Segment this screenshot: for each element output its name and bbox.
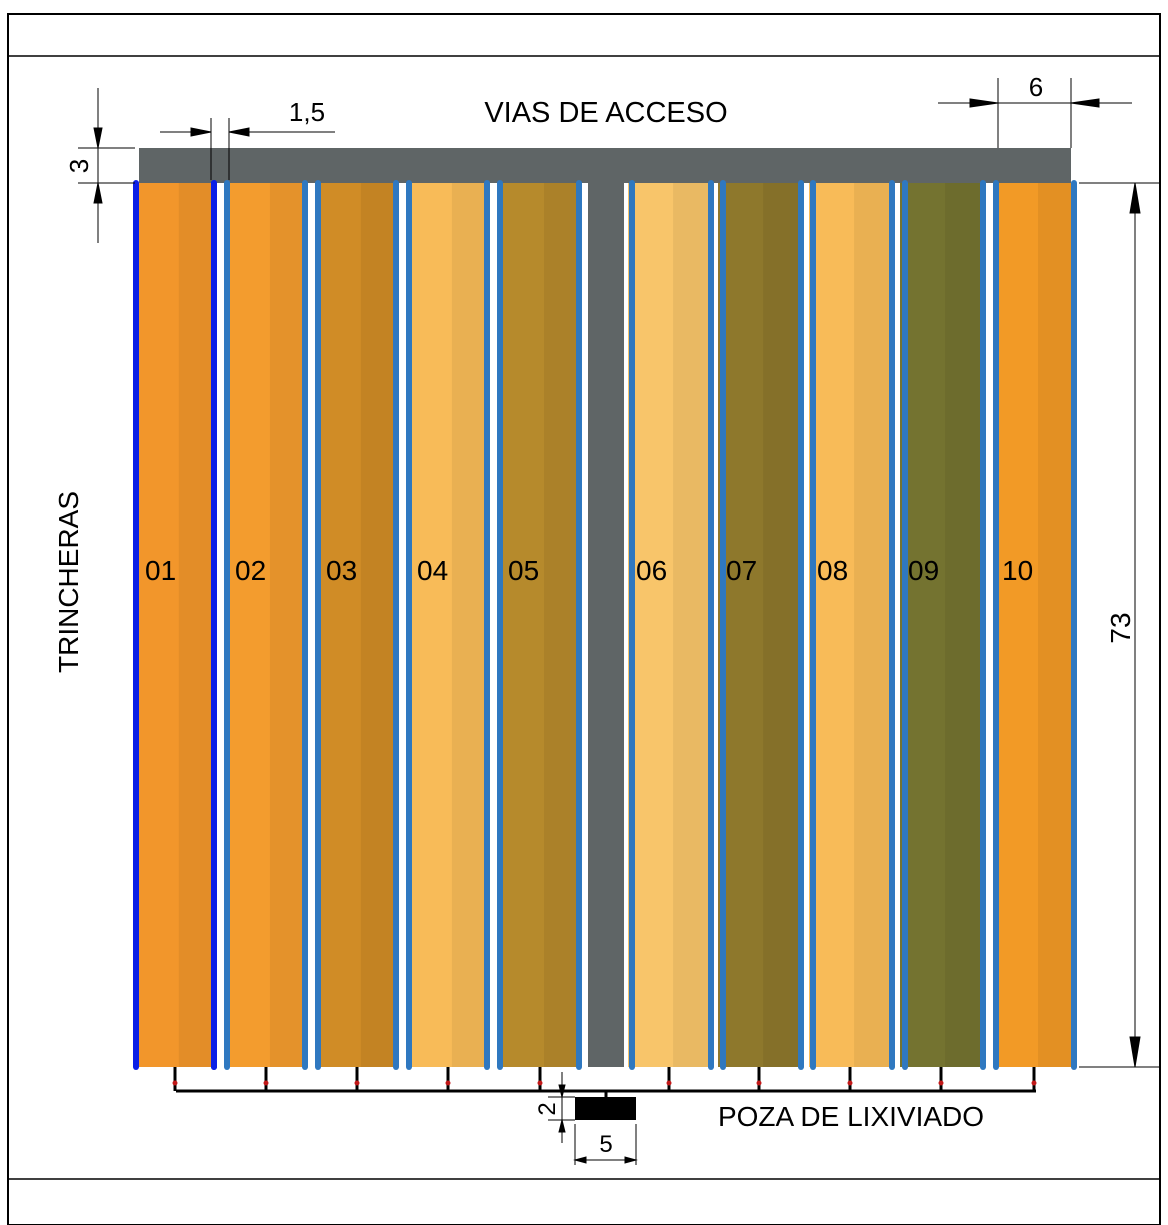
leachate-collector [172, 1067, 1037, 1098]
trench-shade [360, 183, 396, 1067]
collector-node [756, 1080, 762, 1086]
trench-number-label: 03 [326, 555, 357, 586]
dim-trench-length-label: 73 [1105, 612, 1136, 643]
trench-07 [718, 183, 800, 1067]
dim-pond-depth-label: 2 [534, 1102, 561, 1115]
drain-pipes [133, 180, 1077, 1070]
trench-03 [318, 183, 396, 1067]
trench-01 [137, 183, 213, 1067]
trench-shade [854, 183, 891, 1067]
trench-shade [673, 183, 710, 1067]
trench-shade [945, 183, 982, 1067]
trench-02 [227, 183, 305, 1067]
trench-number-label: 07 [726, 555, 757, 586]
trench-05 [500, 183, 580, 1067]
collector-node [354, 1080, 360, 1086]
trench-shade [451, 183, 487, 1067]
dimension-gap [160, 118, 335, 180]
trench-number-label: 09 [908, 555, 939, 586]
access-road-horizontal [139, 148, 1071, 183]
trenches-label: TRINCHERAS [53, 491, 84, 673]
collector-node [445, 1080, 451, 1086]
access-roads-label: VIAS DE ACCESO [484, 97, 727, 129]
trench-shade [269, 183, 305, 1067]
dim-main-road-label: 6 [1029, 72, 1043, 102]
trench-08 [809, 183, 891, 1067]
dimension-main-road [938, 78, 1132, 148]
leachate-pond [575, 1097, 636, 1120]
leachate-pond-label: POZA DE LIXIVIADO [718, 1101, 984, 1132]
collector-node [172, 1080, 178, 1086]
dim-road-width-label: 3 [64, 159, 94, 173]
collector-node [666, 1080, 672, 1086]
collector-node [1031, 1080, 1037, 1086]
trench-shade [178, 183, 213, 1067]
trench-number-label: 08 [817, 555, 848, 586]
collector-node [847, 1080, 853, 1086]
trench-06 [628, 183, 710, 1067]
collector-node [938, 1080, 944, 1086]
dimension-pond-width [573, 1124, 638, 1165]
trench-shade [544, 183, 580, 1067]
access-road-center [588, 183, 624, 1067]
trench-number-label: 05 [508, 555, 539, 586]
trench-number-label: 01 [145, 555, 176, 586]
trench-number-label: 06 [636, 555, 667, 586]
collector-node [537, 1080, 543, 1086]
trenches: 01 02 03 04 05 06 07 08 09 10 [137, 183, 1074, 1067]
trench-10 [994, 183, 1074, 1067]
trench-shade [1038, 183, 1074, 1067]
trench-number-label: 04 [417, 555, 448, 586]
dimension-road-width [78, 88, 135, 243]
outer-frame [7, 13, 1161, 1225]
dim-pond-width-label: 5 [599, 1131, 612, 1158]
trench-09 [900, 183, 982, 1067]
trench-number-label: 02 [235, 555, 266, 586]
dimension-trench-length [1079, 182, 1160, 1068]
collector-node [263, 1080, 269, 1086]
trench-number-label: 10 [1002, 555, 1033, 586]
dim-gap-label: 1,5 [289, 97, 325, 127]
trench-shade [763, 183, 800, 1067]
trench-04 [409, 183, 487, 1067]
dimension-pond-depth [548, 1072, 575, 1143]
